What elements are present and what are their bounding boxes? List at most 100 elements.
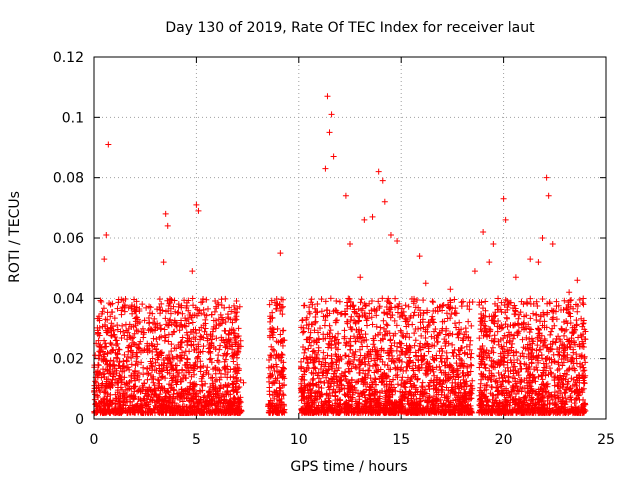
data-point <box>191 371 198 378</box>
data-point <box>308 296 315 303</box>
data-point <box>128 361 135 368</box>
data-point <box>402 302 409 309</box>
data-point <box>299 317 306 324</box>
data-point <box>104 349 111 356</box>
data-point <box>232 310 239 317</box>
data-point <box>146 310 153 317</box>
data-point <box>128 303 135 310</box>
data-point <box>269 346 276 353</box>
data-point <box>113 342 120 349</box>
data-point <box>132 409 139 416</box>
data-point <box>277 406 284 413</box>
data-point <box>321 379 328 386</box>
data-point <box>147 304 154 311</box>
data-point <box>274 325 281 332</box>
data-point <box>226 398 233 405</box>
data-point <box>177 393 184 400</box>
data-point <box>167 316 174 323</box>
data-point <box>176 369 183 376</box>
data-point <box>298 358 305 365</box>
x-axis-label: GPS time / hours <box>290 459 407 475</box>
data-point <box>175 389 182 396</box>
data-points <box>91 93 589 416</box>
data-point <box>98 310 105 317</box>
data-point <box>411 330 418 337</box>
data-point <box>281 402 288 409</box>
data-point <box>162 315 169 322</box>
data-point <box>379 295 386 302</box>
data-point <box>165 302 172 309</box>
data-point <box>96 332 103 339</box>
data-point <box>183 317 190 324</box>
data-point <box>126 408 133 415</box>
data-point <box>234 370 241 377</box>
data-point <box>576 296 583 303</box>
data-point <box>277 372 284 379</box>
data-point <box>166 398 173 405</box>
data-point <box>212 298 219 305</box>
data-point <box>265 409 272 416</box>
data-point <box>275 392 282 399</box>
data-point <box>482 298 489 305</box>
data-point <box>357 299 364 306</box>
data-point <box>342 311 349 318</box>
data-point <box>164 322 171 329</box>
data-point <box>275 339 282 346</box>
data-point <box>394 381 401 388</box>
data-point <box>304 359 311 366</box>
data-point <box>298 324 305 331</box>
data-point <box>229 319 236 326</box>
data-point <box>180 390 187 397</box>
data-point <box>124 353 131 360</box>
data-point <box>200 343 207 350</box>
data-point <box>491 332 498 339</box>
data-point <box>180 372 187 379</box>
data-point <box>120 328 127 335</box>
data-point <box>112 405 119 412</box>
data-point <box>184 341 191 348</box>
data-point <box>133 307 140 314</box>
data-point <box>182 315 189 322</box>
data-point <box>267 318 274 325</box>
data-point <box>217 320 224 327</box>
data-point <box>140 331 147 338</box>
data-point <box>119 304 126 311</box>
data-point <box>559 362 566 369</box>
data-point <box>170 303 177 310</box>
data-point <box>147 387 154 394</box>
data-point <box>95 382 102 389</box>
data-point <box>185 391 192 398</box>
data-point <box>205 371 212 378</box>
data-point <box>236 384 243 391</box>
data-point <box>157 404 164 411</box>
data-point <box>153 394 160 401</box>
data-point <box>115 379 122 386</box>
y-tick-label: 0.04 <box>53 291 84 307</box>
data-point <box>134 361 141 368</box>
data-point <box>186 385 193 392</box>
data-point <box>279 303 286 310</box>
data-point <box>137 409 144 416</box>
data-point <box>152 359 159 366</box>
data-point <box>405 303 412 310</box>
data-point <box>266 384 273 391</box>
data-point <box>269 380 276 387</box>
data-point <box>269 309 276 316</box>
data-point <box>206 408 213 415</box>
data-point <box>229 352 236 359</box>
data-point <box>179 375 186 382</box>
data-point <box>451 320 458 327</box>
data-point <box>527 295 534 302</box>
data-point <box>135 344 142 351</box>
data-point <box>580 295 587 302</box>
data-point <box>237 377 244 384</box>
data-point <box>168 362 175 369</box>
data-point <box>133 327 140 334</box>
data-point <box>102 316 109 323</box>
data-point <box>224 350 231 357</box>
data-point <box>176 327 183 334</box>
data-point <box>165 389 172 396</box>
data-point <box>139 401 146 408</box>
data-point <box>306 310 313 317</box>
data-point <box>208 342 215 349</box>
